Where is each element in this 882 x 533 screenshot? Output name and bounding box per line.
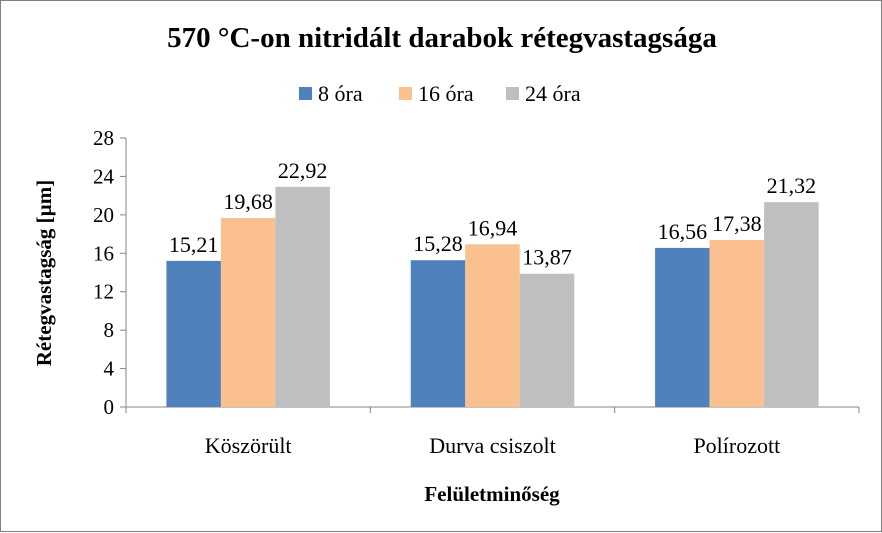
legend-label: 8 óra [318, 81, 363, 106]
data-label: 22,92 [278, 158, 328, 183]
legend-label: 16 óra [418, 81, 474, 106]
y-tick-label: 8 [104, 318, 115, 342]
legend: 8 óra 16 óra 24 óra [299, 81, 581, 106]
y-axis-title: Rétegvastagság [µm] [32, 180, 56, 366]
data-label: 15,28 [413, 231, 463, 256]
y-tick-label: 4 [104, 357, 115, 381]
y-tick-label: 28 [93, 126, 114, 150]
data-label: 13,87 [522, 245, 572, 270]
bar [220, 217, 276, 407]
data-label: 21,32 [767, 173, 817, 198]
category-label: Köszörült [205, 433, 292, 458]
data-label: 19,68 [223, 189, 273, 214]
y-tick-label: 24 [93, 164, 115, 188]
bar [519, 273, 575, 407]
data-label: 17,38 [712, 211, 762, 236]
bar [410, 260, 466, 407]
bar [764, 202, 819, 407]
legend-swatch [399, 87, 412, 100]
chart-title: 570 °C-on nitridált darabok rétegvastags… [167, 22, 717, 54]
bar [465, 244, 520, 407]
bar [166, 260, 221, 407]
bar [275, 186, 330, 407]
y-tick-label: 0 [104, 395, 115, 419]
data-label: 15,21 [169, 232, 219, 257]
y-tick-label: 20 [93, 203, 114, 227]
data-label: 16,94 [468, 215, 518, 240]
category-label: Durva csiszolt [429, 433, 555, 458]
y-tick-label: 12 [93, 280, 114, 304]
legend-swatch [299, 87, 312, 100]
legend-label: 24 óra [525, 81, 581, 106]
legend-swatch [506, 87, 519, 100]
category-label: Polírozott [693, 433, 780, 458]
y-tick-label: 16 [93, 241, 114, 265]
bar [655, 247, 710, 407]
x-axis-title: Felületminőség [424, 482, 560, 506]
data-label: 16,56 [658, 219, 708, 244]
bar [709, 240, 765, 407]
